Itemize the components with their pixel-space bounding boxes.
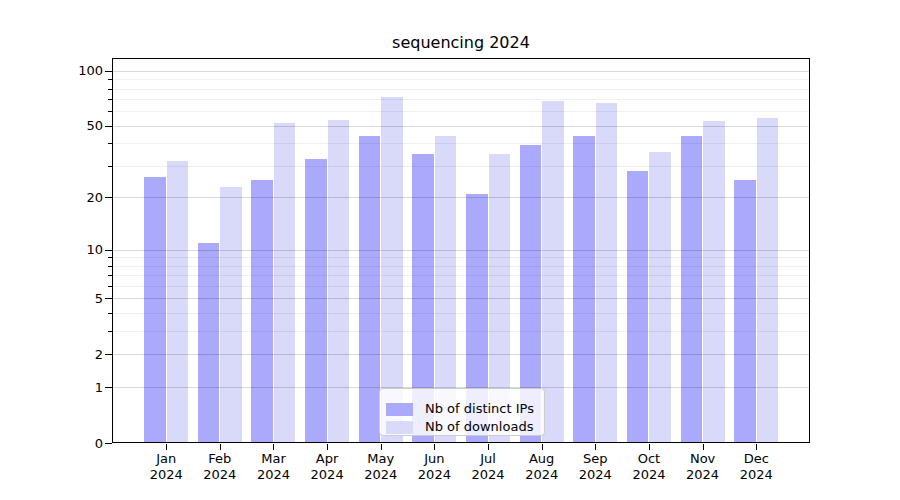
legend-label-downloads: Nb of downloads — [425, 420, 533, 434]
x-label-year: 2024 — [404, 467, 464, 483]
x-label-month: Jan — [136, 451, 196, 467]
x-label-year: 2024 — [190, 467, 250, 483]
x-tick-label-jul: Jul2024 — [458, 451, 518, 483]
x-tick-label-apr: Apr2024 — [297, 451, 357, 483]
x-label-month: Oct — [619, 451, 679, 467]
x-tick-label-may: May2024 — [351, 451, 411, 483]
y-tick-label-10: 10 — [39, 241, 103, 258]
legend-swatch-ips — [386, 403, 413, 416]
x-tick-label-mar: Mar2024 — [243, 451, 303, 483]
x-tick-label-aug: Aug2024 — [512, 451, 572, 483]
legend-label-ips: Nb of distinct IPs — [425, 402, 534, 416]
y-tick-label-5: 5 — [39, 290, 103, 307]
y-tick-label-2: 2 — [39, 346, 103, 363]
x-label-month: Nov — [673, 451, 733, 467]
x-label-month: Feb — [190, 451, 250, 467]
x-tick-label-jan: Jan2024 — [136, 451, 196, 483]
y-tick-label-100: 100 — [39, 62, 103, 79]
x-label-year: 2024 — [136, 467, 196, 483]
legend-swatch-downloads — [386, 421, 413, 434]
x-label-month: Apr — [297, 451, 357, 467]
legend-entry-downloads: Nb of downloads — [386, 418, 538, 436]
x-label-month: Jul — [458, 451, 518, 467]
x-label-month: Sep — [565, 451, 625, 467]
x-tick-label-jun: Jun2024 — [404, 451, 464, 483]
x-label-year: 2024 — [243, 467, 303, 483]
chart-figure: sequencing 2024 0125102050100Jan2024Feb2… — [0, 0, 900, 500]
x-label-year: 2024 — [726, 467, 786, 483]
x-label-year: 2024 — [351, 467, 411, 483]
x-label-year: 2024 — [458, 467, 518, 483]
x-tick-label-sep: Sep2024 — [565, 451, 625, 483]
x-label-year: 2024 — [673, 467, 733, 483]
x-tick-label-oct: Oct2024 — [619, 451, 679, 483]
x-tick-label-dec: Dec2024 — [726, 451, 786, 483]
x-label-month: Aug — [512, 451, 572, 467]
x-tick-label-feb: Feb2024 — [190, 451, 250, 483]
x-label-month: Dec — [726, 451, 786, 467]
y-tick-label-0: 0 — [39, 435, 103, 452]
y-tick-label-1: 1 — [39, 379, 103, 396]
x-label-month: May — [351, 451, 411, 467]
x-label-year: 2024 — [565, 467, 625, 483]
x-label-year: 2024 — [512, 467, 572, 483]
legend-entry-ips: Nb of distinct IPs — [386, 400, 538, 418]
x-tick-label-nov: Nov2024 — [673, 451, 733, 483]
x-label-year: 2024 — [619, 467, 679, 483]
x-label-year: 2024 — [297, 467, 357, 483]
y-tick-label-20: 20 — [39, 189, 103, 206]
x-label-month: Jun — [404, 451, 464, 467]
legend: Nb of distinct IPs Nb of downloads — [379, 388, 545, 436]
x-label-month: Mar — [243, 451, 303, 467]
y-tick-label-50: 50 — [39, 117, 103, 134]
